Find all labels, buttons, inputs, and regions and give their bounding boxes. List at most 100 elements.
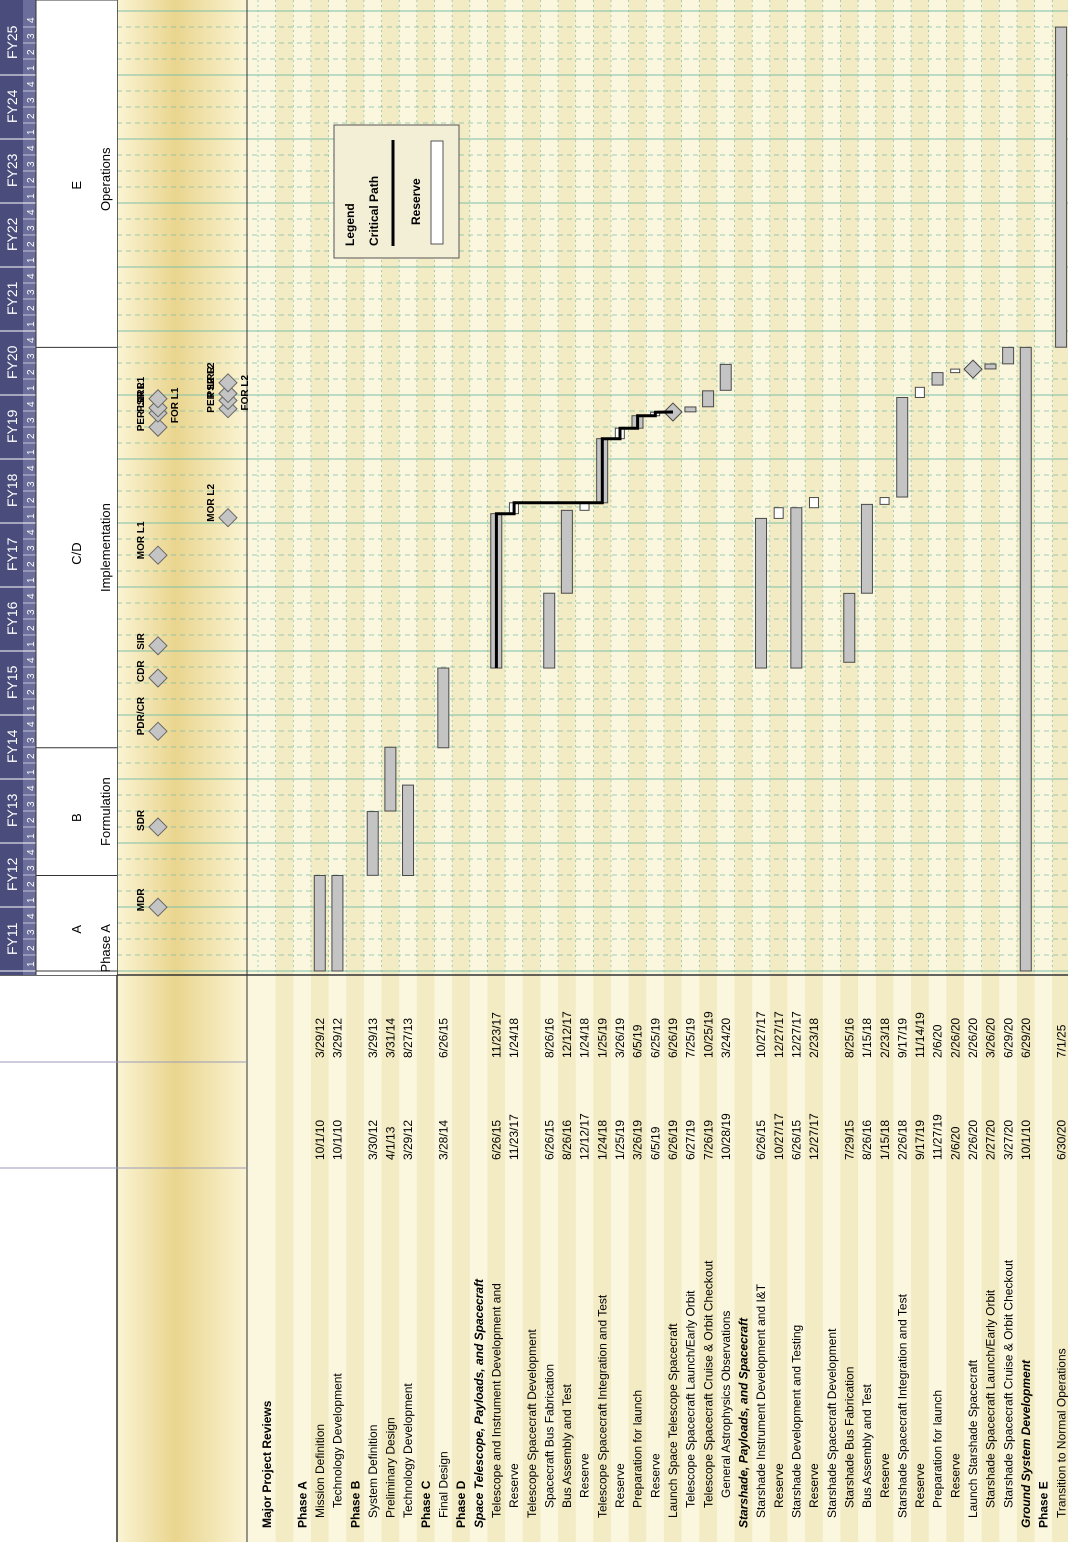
task-name: Technology Development xyxy=(401,1383,415,1518)
task-name: Starshade Spacecraft Development xyxy=(825,1328,839,1518)
task-name: Phase A xyxy=(295,1481,309,1528)
task-finish: 2/26/20 xyxy=(948,1018,962,1058)
task-finish: 2/6/20 xyxy=(931,1024,945,1058)
quarter-label: 3 xyxy=(26,929,37,935)
task-finish: 1/25/19 xyxy=(595,1018,609,1058)
row-stripe xyxy=(275,0,294,1542)
quarter-label: 3 xyxy=(26,417,37,423)
task-bar xyxy=(790,507,803,669)
task-start: 2/6/20 xyxy=(948,1126,962,1160)
task-finish: 12/27/17 xyxy=(772,1011,786,1058)
task-name: Phase B xyxy=(348,1480,362,1528)
task-finish: 6/26/15 xyxy=(437,1018,451,1058)
task-bar xyxy=(860,503,873,594)
task-start: 3/30/12 xyxy=(366,1120,380,1160)
row-stripe xyxy=(769,0,788,1542)
row-stripe xyxy=(522,0,541,1542)
task-bar xyxy=(896,396,909,498)
task-name: Mission Definition xyxy=(313,1424,327,1518)
phase-name: Formulation xyxy=(98,777,113,846)
task-start: 7/26/19 xyxy=(701,1120,715,1160)
task-name: Telescope Spacecraft Cruise & Orbit Chec… xyxy=(701,1260,715,1508)
review-milestone-marker xyxy=(148,389,168,409)
task-name: Starshade Instrument Development and I&T xyxy=(754,1283,768,1518)
task-name: Reserve xyxy=(913,1463,927,1508)
quarter-label: 2 xyxy=(26,753,37,759)
task-start: 6/27/19 xyxy=(684,1120,698,1160)
fiscal-year-label: FY22 xyxy=(4,217,20,251)
review-milestone-label: LRR xyxy=(206,365,217,386)
review-milestone-label: LRR xyxy=(136,381,147,402)
quarter-label: 4 xyxy=(26,337,37,343)
quarter-label: 1 xyxy=(26,641,37,647)
task-name: Reserve xyxy=(507,1463,521,1508)
task-start: 11/27/19 xyxy=(931,1114,945,1160)
task-start: 6/26/15 xyxy=(754,1120,768,1160)
column-header-start: Start xyxy=(48,1095,71,1140)
quarter-label: 2 xyxy=(26,945,37,951)
row-stripe xyxy=(911,0,929,1542)
fiscal-year-label: FY16 xyxy=(4,601,20,635)
task-rows: Major Project Reviews Phase A Mission Defi… xyxy=(260,1011,1068,1528)
review-milestone-label: MOR L2 xyxy=(206,483,217,521)
task-name: Reserve xyxy=(772,1463,786,1508)
review-milestone-marker xyxy=(148,417,168,437)
task-start: 8/26/16 xyxy=(560,1120,574,1160)
task-start: 9/17/19 xyxy=(913,1120,927,1160)
task-bar xyxy=(1002,346,1015,365)
phase-header: A Phase A B Formulation C/D Implementation E Op… xyxy=(35,0,117,975)
fiscal-year-label: FY12 xyxy=(4,857,20,891)
row-stripe xyxy=(593,0,611,1542)
task-finish: 2/23/18 xyxy=(878,1018,892,1058)
task-name: Reserve xyxy=(578,1453,592,1498)
quarter-label: 2 xyxy=(26,369,37,375)
task-finish: 10/27/17 xyxy=(754,1011,768,1058)
quarter-label: 1 xyxy=(26,449,37,455)
task-start: 3/28/14 xyxy=(437,1120,451,1160)
task-start: 6/30/20 xyxy=(1054,1120,1068,1160)
quarter-label: 4 xyxy=(26,273,37,279)
fiscal-year-label: FY25 xyxy=(4,25,20,59)
task-start: 6/26/15 xyxy=(542,1120,556,1160)
quarter-label: 4 xyxy=(26,721,37,727)
review-milestones: MDR SDR PDR/CR CDR SIR MOR L1 PER L1 FOR L1 PSR … xyxy=(136,362,251,917)
task-name: Starshade Spacecraft Cruise & Orbit Chec… xyxy=(1001,1259,1015,1508)
task-finish: 7/25/19 xyxy=(684,1018,698,1058)
quarter-label: 4 xyxy=(26,17,37,23)
task-bar xyxy=(931,372,944,386)
task-name: Reserve xyxy=(878,1453,892,1498)
review-milestone-marker xyxy=(148,817,168,837)
review-milestone-marker xyxy=(148,636,168,656)
task-bar xyxy=(984,363,997,370)
review-milestone-marker xyxy=(148,897,168,917)
task-start: 2/27/20 xyxy=(984,1120,998,1160)
task-finish: 12/27/17 xyxy=(790,1011,804,1058)
quarter-label: 1 xyxy=(26,961,37,967)
review-milestone-label: PDR/CR xyxy=(136,696,147,735)
column-header-finish: Finish xyxy=(48,992,71,1048)
task-finish: 9/17/19 xyxy=(895,1018,909,1058)
task-bar xyxy=(719,363,732,391)
task-name: General Astrophysics Observations xyxy=(719,1311,733,1498)
legend-title: Legend xyxy=(343,203,357,246)
task-finish: 6/25/19 xyxy=(648,1018,662,1058)
task-start: 6/26/19 xyxy=(666,1120,680,1160)
task-start: 1/25/19 xyxy=(613,1120,627,1160)
quarter-label: 1 xyxy=(26,769,37,775)
review-band xyxy=(117,0,247,1542)
quarter-label: 4 xyxy=(26,593,37,599)
task-name: Telescope Spacecraft Launch/Early Orbit xyxy=(684,1290,698,1508)
task-finish: 8/27/13 xyxy=(401,1018,415,1058)
fiscal-year-label: FY19 xyxy=(4,409,20,443)
review-milestone-marker xyxy=(148,721,168,742)
task-name: Bus Assembly and Test xyxy=(860,1383,874,1508)
row-stripe xyxy=(805,0,823,1542)
quarter-label: 3 xyxy=(26,225,37,231)
review-milestone-marker xyxy=(148,668,168,688)
task-bar xyxy=(843,592,856,663)
legend-reserve-label: Reserve xyxy=(409,178,423,225)
legend: Legend Critical Path Reserve xyxy=(333,124,460,259)
task-name: Telescope and Instrument Development and xyxy=(489,1283,503,1518)
task-bar xyxy=(560,509,573,594)
phase-code: C/D xyxy=(69,542,84,564)
